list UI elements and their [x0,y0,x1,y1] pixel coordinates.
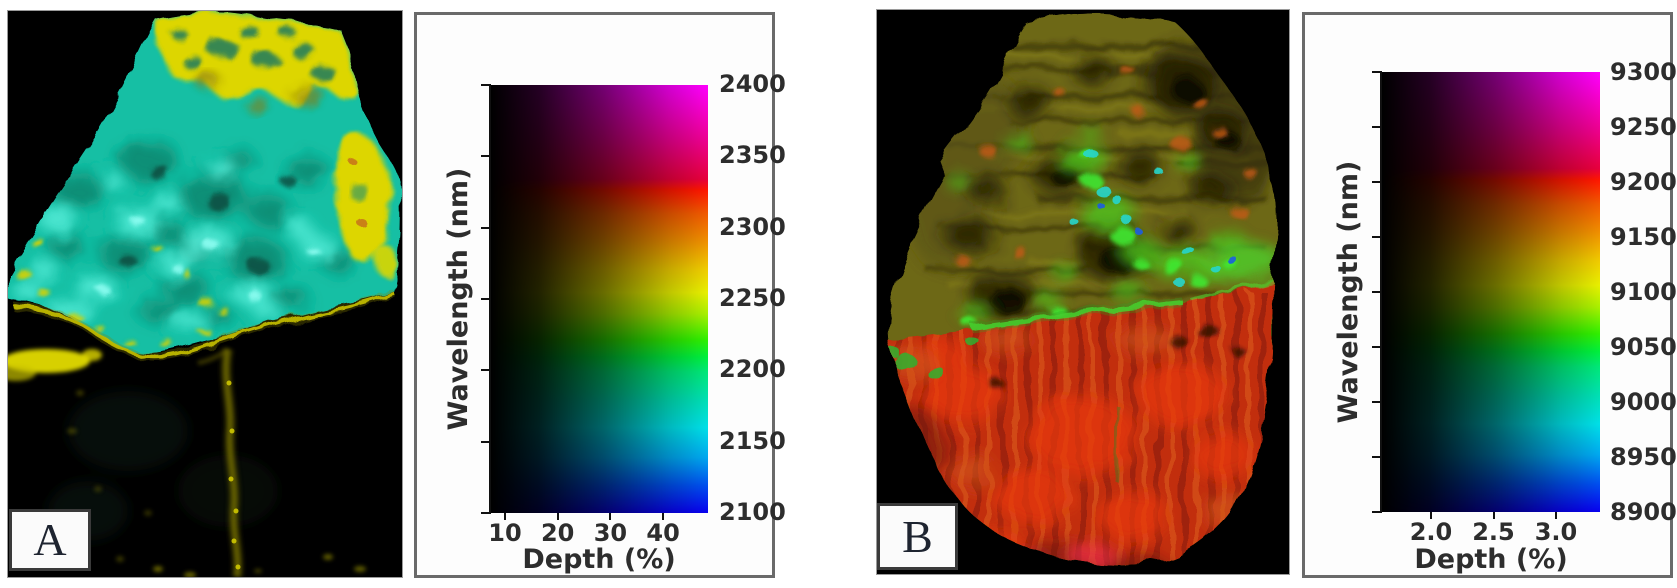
rock-a-graphic [8,11,402,577]
y-tick-label: 9200 [1610,168,1677,196]
y-tick-mark [1372,346,1380,348]
y-tick-label: 8900 [1610,498,1677,526]
y-tick-label: 9150 [1610,223,1677,251]
y-tick-label: 2300 [719,212,786,241]
y-tick-label: 2100 [719,497,786,526]
y-tick-mark [481,155,489,158]
y-tick-mark [1372,126,1380,128]
x-tick-mark [504,513,506,520]
y-axis-label: Wavelength (nm) [1333,160,1364,424]
x-axis-label: Depth (%) [1414,544,1568,575]
x-tick-label: 2.0 [1409,518,1453,546]
y-tick-mark [481,440,489,443]
y-tick-label: 2400 [719,70,786,98]
panel-b-sample-image: B [876,9,1290,575]
panel-b-colorbar-legend: Wavelength (nm) 9300 9250 9200 9150 9100 9050… [1302,12,1677,578]
y-tick-label: 9050 [1610,333,1677,361]
y-tick-mark [1372,511,1380,513]
panel-a-colorbar-legend: Wavelength (nm) 2400 2350 2300 2250 2200 2150… [414,12,786,578]
y-tick-label: 9300 [1610,58,1677,86]
panel-a-label: A [33,514,67,565]
x-tick-label: 40 [646,519,680,547]
y-tick-mark [1372,291,1380,293]
y-tick-label: 2150 [719,426,786,455]
y-tick-label: 9000 [1610,388,1677,416]
y-tick-mark [481,297,489,300]
y-tick-mark [481,369,489,372]
y-tick-label: 2200 [719,355,786,384]
x-tick-mark [662,513,665,520]
y-tick-label: 9100 [1610,278,1677,306]
y-tick-mark [1372,71,1380,73]
y-tick-mark [481,84,489,86]
y-tick-label: 2250 [719,283,786,312]
rock-b-graphic [877,10,1289,574]
panel-a-sample-image: A [7,10,403,578]
colorbar-gradient [491,85,708,513]
y-axis-spine [489,84,491,514]
y-tick-label: 2350 [719,141,786,170]
y-tick-label: 9250 [1610,113,1677,141]
x-tick-mark [556,513,559,520]
colorbar-gradient [1382,72,1600,512]
y-tick-mark [1372,401,1380,403]
x-tick-mark [609,513,612,520]
x-axis-label: Depth (%) [522,544,676,575]
y-tick-mark [481,226,489,229]
y-axis-spine [1380,71,1382,513]
x-tick-mark [1430,512,1432,519]
x-tick-label: 2.5 [1472,518,1515,546]
panel-b-label-box: B [877,503,958,570]
panel-b-label: B [902,510,933,562]
y-tick-mark [1372,456,1380,458]
y-tick-label: 8950 [1610,443,1677,471]
y-tick-mark [1372,181,1380,183]
y-tick-mark [1372,236,1380,238]
x-tick-mark [1492,512,1495,519]
x-tick-label: 3.0 [1534,518,1578,546]
x-tick-mark [1555,512,1557,519]
y-axis-label: Wavelength (nm) [443,167,474,431]
x-tick-label: 30 [593,519,628,547]
x-tick-label: 20 [540,519,575,547]
x-tick-label: 10 [488,519,522,547]
y-tick-mark [481,511,489,514]
panel-a-label-box: A [9,509,91,571]
